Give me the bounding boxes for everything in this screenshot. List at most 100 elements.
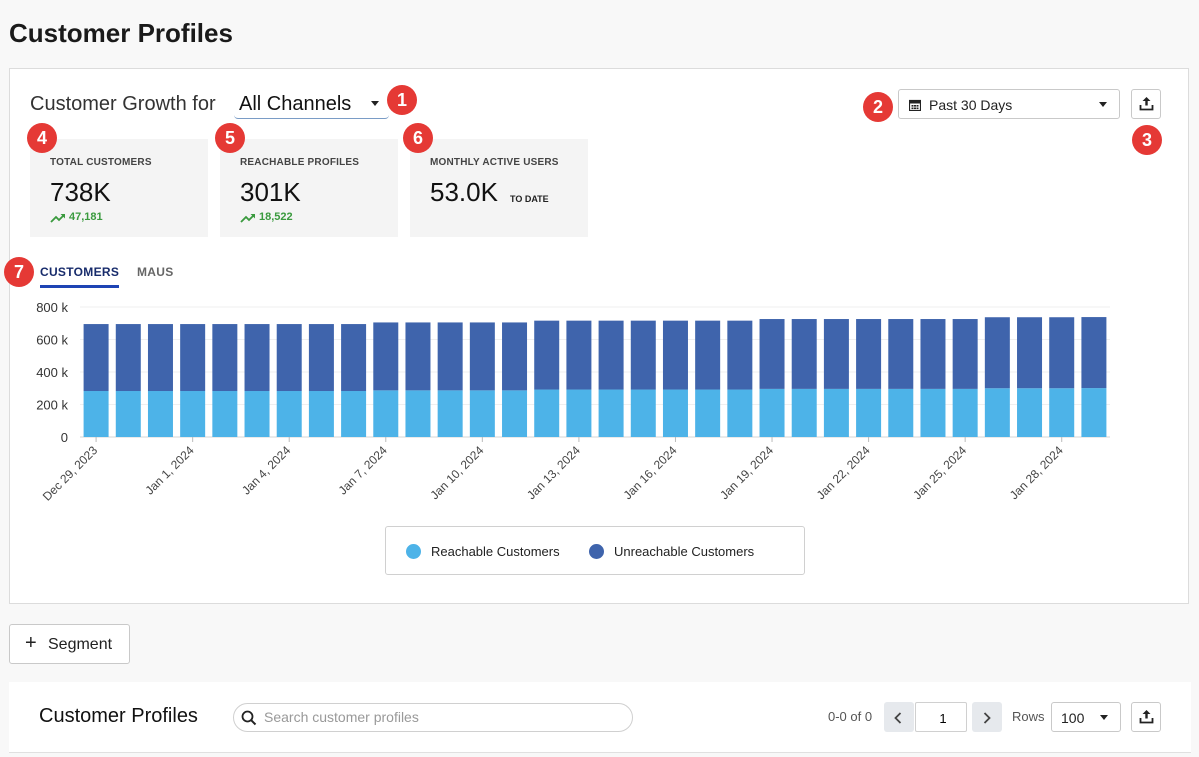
bar-unreachable — [1081, 317, 1107, 389]
bar-reachable — [180, 391, 206, 437]
stat-card-monthly-active-users: MONTHLY ACTIVE USERS 53.0K TO DATE — [410, 139, 588, 237]
bar-reachable — [920, 388, 946, 437]
chart-legend: Reachable Customers Unreachable Customer… — [385, 526, 805, 575]
calendar-icon — [908, 98, 922, 116]
annotation-badge-4: 4 — [27, 123, 57, 153]
next-page-button[interactable] — [972, 702, 1002, 732]
bar-unreachable — [791, 319, 817, 389]
bar-unreachable — [1049, 317, 1075, 389]
bar-reachable — [244, 391, 270, 437]
bar-reachable — [1081, 388, 1107, 437]
upload-icon — [1139, 96, 1154, 116]
bar-unreachable — [952, 319, 978, 389]
bar-unreachable — [630, 320, 656, 390]
channel-select[interactable]: All Channels — [234, 87, 389, 119]
legend-item-unreachable[interactable]: Unreachable Customers — [589, 544, 754, 559]
trending-up-icon — [240, 214, 255, 223]
y-tick-label: 0 — [61, 430, 68, 445]
bar-reachable — [823, 388, 849, 437]
bar-reachable — [1017, 388, 1043, 437]
stat-change: 18,522 — [240, 211, 293, 223]
bar-reachable — [759, 388, 785, 437]
page-number-field[interactable] — [915, 702, 970, 733]
bar-reachable — [1049, 388, 1075, 437]
tab-maus[interactable]: MAUS — [137, 265, 174, 279]
stat-value: 301K — [240, 177, 301, 207]
upload-icon — [1139, 709, 1154, 729]
stat-card-reachable-profiles: REACHABLE PROFILES 301K 18,522 — [220, 139, 398, 237]
tab-customers[interactable]: CUSTOMERS — [40, 265, 120, 288]
bar-reachable — [662, 389, 688, 437]
plus-icon: + — [25, 632, 37, 654]
date-range-select[interactable]: Past 30 Days — [898, 89, 1120, 119]
stat-suffix: TO DATE — [510, 194, 549, 204]
legend-dot — [406, 544, 421, 559]
annotation-badge-7: 7 — [4, 257, 34, 287]
chevron-down-icon — [1099, 102, 1107, 107]
bar-reachable — [952, 388, 978, 437]
legend-dot — [589, 544, 604, 559]
rows-per-page-select[interactable]: 100 — [1051, 702, 1121, 732]
bar-reachable — [502, 390, 528, 437]
x-tick-label: Jan 10, 2024 — [427, 443, 486, 502]
bar-reachable — [405, 390, 431, 437]
chevron-down-icon — [1100, 715, 1108, 720]
segment-button-label: Segment — [48, 636, 113, 653]
stat-change: 47,181 — [50, 211, 103, 223]
bar-reachable — [469, 390, 495, 437]
page-number-input[interactable] — [916, 703, 970, 733]
bar-reachable — [598, 389, 624, 437]
x-tick-label: Jan 13, 2024 — [524, 443, 583, 502]
annotation-badge-2: 2 — [863, 92, 893, 122]
search-icon — [241, 710, 257, 731]
bar-unreachable — [1017, 317, 1043, 389]
x-tick-label: Jan 25, 2024 — [910, 443, 969, 502]
bar-unreachable — [437, 322, 463, 391]
bar-unreachable — [83, 324, 109, 392]
stat-card-total-customers: TOTAL CUSTOMERS 738K 47,181 — [30, 139, 208, 237]
export-table-button[interactable] — [1131, 702, 1161, 732]
chevron-right-icon — [983, 711, 991, 729]
bar-unreachable — [534, 320, 560, 390]
bar-unreachable — [405, 322, 431, 391]
bar-unreachable — [598, 320, 624, 390]
bar-unreachable — [856, 319, 882, 389]
bar-reachable — [147, 391, 173, 437]
bar-reachable — [727, 389, 753, 437]
legend-item-reachable[interactable]: Reachable Customers — [406, 544, 560, 559]
x-tick-label: Jan 16, 2024 — [621, 443, 680, 502]
bar-reachable — [276, 391, 302, 437]
bar-unreachable — [308, 324, 334, 392]
search-input[interactable] — [262, 708, 626, 726]
y-tick-label: 400 k — [36, 365, 68, 380]
stat-label: TOTAL CUSTOMERS — [50, 157, 152, 168]
channel-select-value: All Channels — [239, 93, 352, 115]
annotation-badge-3: 3 — [1132, 125, 1162, 155]
bar-reachable — [115, 391, 141, 437]
export-chart-button[interactable] — [1131, 89, 1161, 119]
bar-unreachable — [212, 324, 238, 392]
growth-label: Customer Growth for — [30, 93, 216, 115]
prev-page-button[interactable] — [884, 702, 914, 732]
pagination-text: 0-0 of 0 — [828, 709, 873, 724]
chevron-down-icon — [371, 101, 379, 106]
bar-reachable — [566, 389, 592, 437]
table-title: Customer Profiles — [39, 705, 198, 727]
chevron-left-icon — [894, 711, 902, 729]
y-tick-label: 200 k — [36, 398, 68, 413]
stat-value: 53.0K — [430, 177, 498, 207]
x-tick-label: Jan 7, 2024 — [336, 443, 390, 497]
bar-unreachable — [695, 320, 721, 390]
bar-reachable — [534, 389, 560, 437]
x-tick-label: Jan 1, 2024 — [143, 443, 197, 497]
rows-label: Rows — [1012, 709, 1045, 724]
bar-unreachable — [502, 322, 528, 391]
annotation-badge-6: 6 — [403, 123, 433, 153]
bar-unreachable — [888, 319, 914, 389]
page-title: Customer Profiles — [9, 18, 233, 48]
profiles-table-header: Customer Profiles 0-0 of 0 Rows 100 — [9, 682, 1191, 753]
search-box — [233, 703, 633, 732]
bar-reachable — [83, 391, 109, 437]
bar-unreachable — [180, 324, 206, 392]
add-segment-button[interactable]: + Segment — [9, 624, 130, 664]
